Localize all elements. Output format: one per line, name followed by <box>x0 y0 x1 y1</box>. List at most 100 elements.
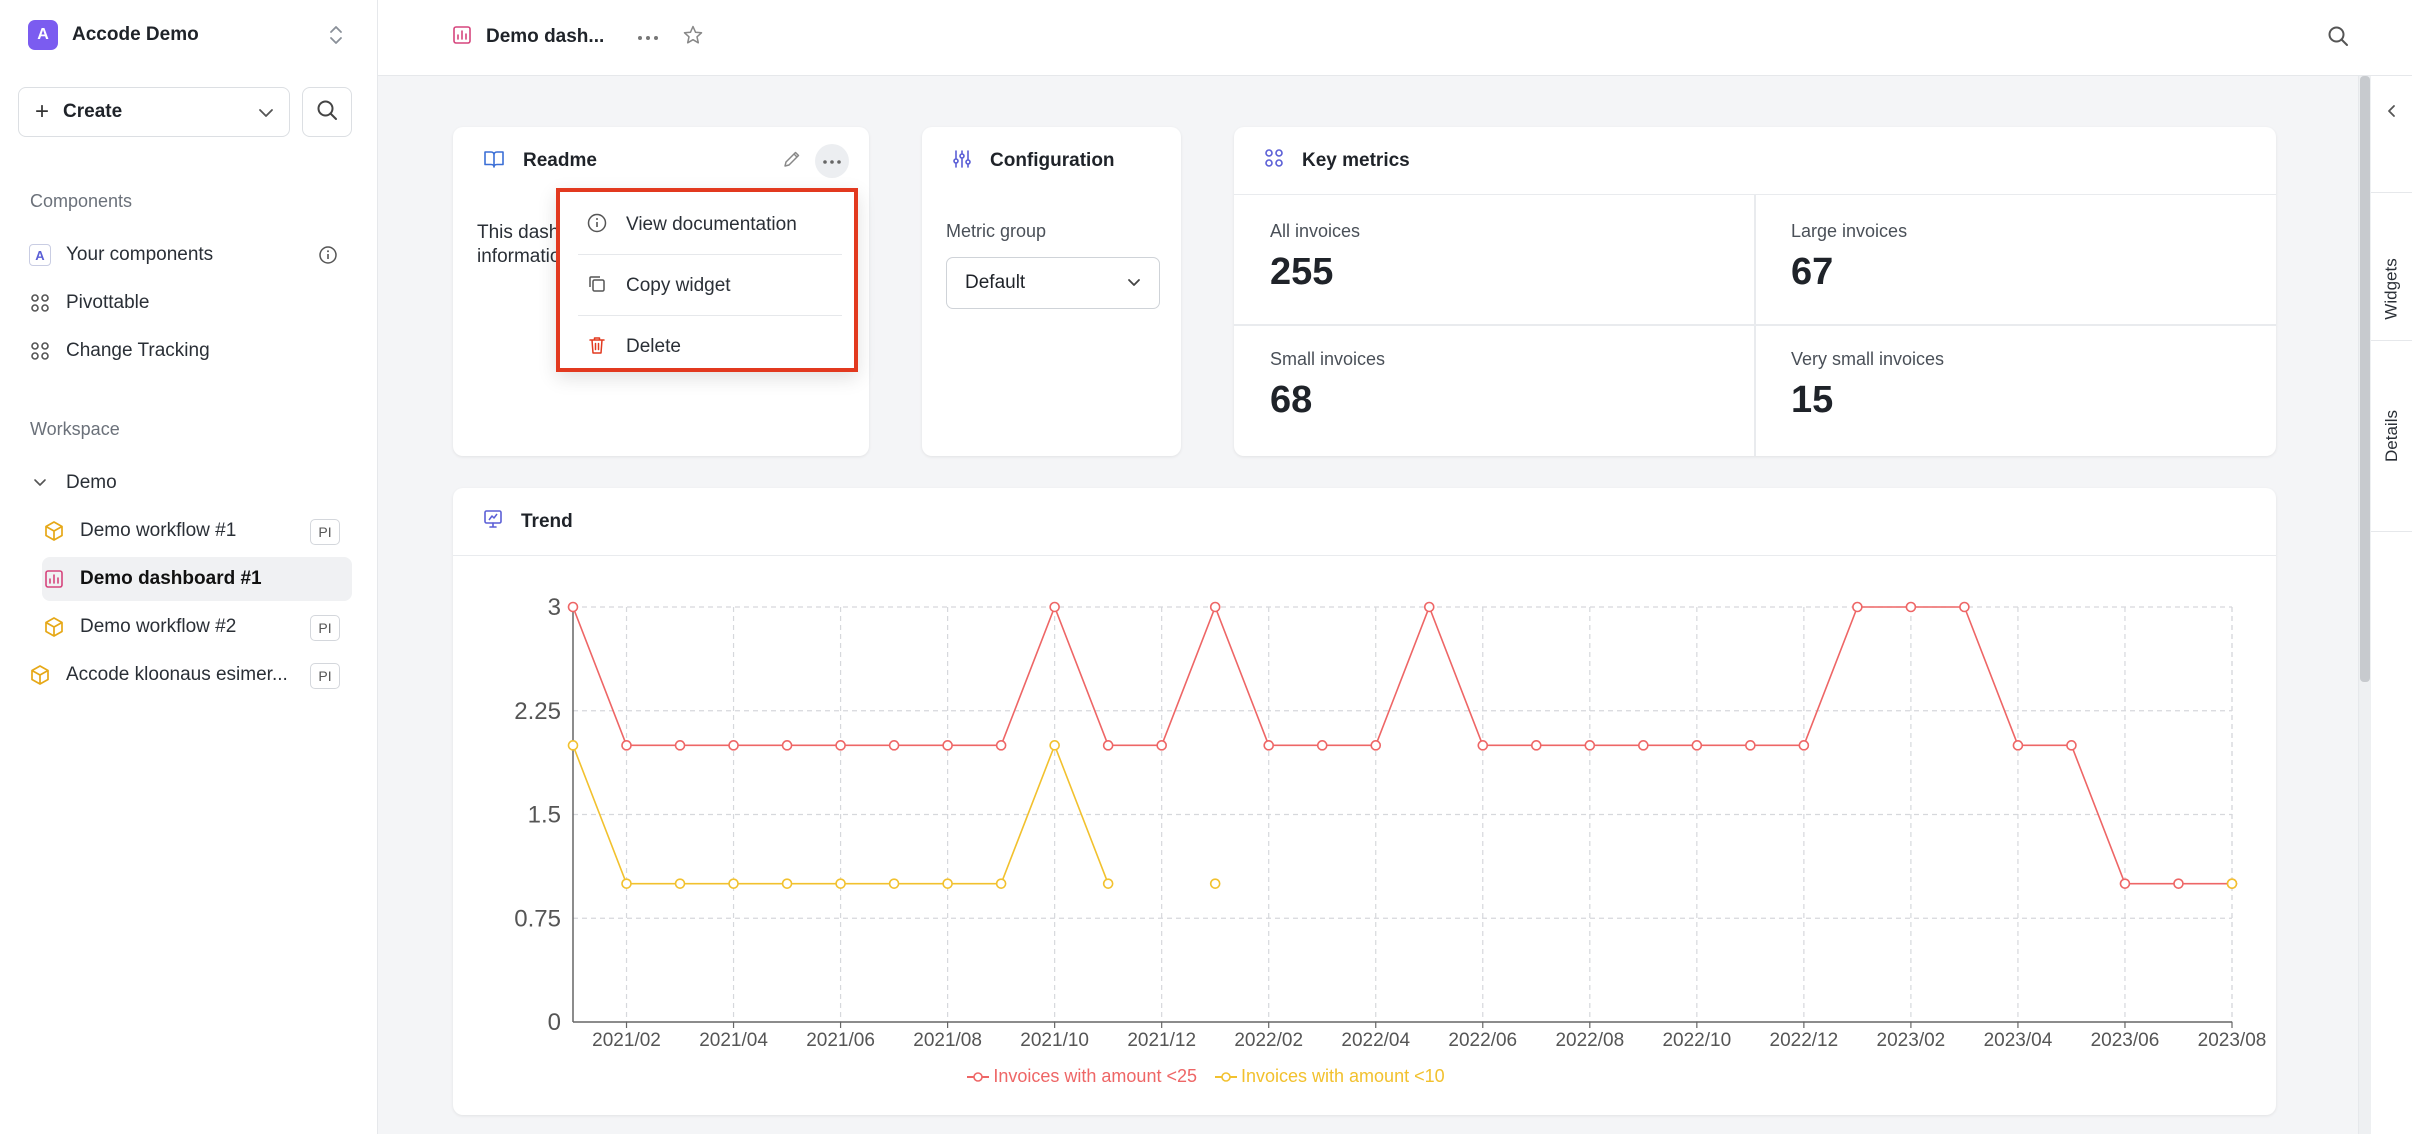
page-title[interactable]: Demo dash... <box>486 26 605 47</box>
legend-label: Invoices with amount <10 <box>1241 1066 1445 1086</box>
info-icon[interactable] <box>318 245 338 270</box>
sidebar-item-demo-dashboard-1[interactable]: Demo dashboard #1 <box>42 557 352 601</box>
more-horizontal-icon <box>822 152 842 170</box>
cube-icon <box>28 663 52 687</box>
dashboard-icon <box>452 25 472 50</box>
menu-item-delete[interactable]: Delete <box>570 318 844 376</box>
plus-icon: + <box>35 98 50 125</box>
trash-icon <box>586 334 608 361</box>
chevron-left-icon <box>2383 102 2401 125</box>
metric-group-label: Metric group <box>946 221 1047 241</box>
create-label: Create <box>63 101 123 122</box>
legend-item-series-1[interactable]: Invoices with amount <25 <box>967 1066 1197 1087</box>
tab-label: Details <box>2382 410 2401 462</box>
org-switcher[interactable]: A Accode Demo <box>28 18 348 52</box>
legend-marker-icon <box>967 1071 990 1082</box>
chevron-up-down-icon <box>324 22 348 48</box>
grid-icon <box>28 291 52 315</box>
tab-details[interactable]: Details <box>2371 340 2412 532</box>
sidebar-folder-demo[interactable]: Demo <box>28 461 352 505</box>
metric-value: 68 <box>1270 379 1313 421</box>
sidebar-item-label: Your components <box>66 244 214 265</box>
sliders-icon <box>952 149 972 174</box>
legend-item-series-2[interactable]: Invoices with amount <10 <box>1215 1066 1445 1087</box>
pi-badge: PI <box>310 519 340 545</box>
chart-legend: Invoices with amount <25 Invoices with a… <box>0 1066 2412 1087</box>
global-search-button[interactable] <box>2318 18 2358 58</box>
sidebar-item-your-components[interactable]: A Your components <box>28 233 352 277</box>
top-bar: Demo dash... <box>378 0 2412 76</box>
collapse-panel-button[interactable] <box>2377 98 2407 128</box>
cube-icon <box>42 519 66 543</box>
dashboard-icon <box>42 567 66 591</box>
chevron-down-icon <box>255 102 277 129</box>
search-icon <box>2326 24 2350 53</box>
readme-header: Readme <box>453 127 869 195</box>
copy-icon <box>586 273 608 300</box>
sidebar-item-change-tracking[interactable]: Change Tracking <box>28 329 352 373</box>
menu-divider <box>578 315 842 316</box>
configuration-title: Configuration <box>990 150 1115 171</box>
sidebar-item-demo-workflow-1[interactable]: Demo workflow #1 PI <box>42 509 352 553</box>
sidebar-item-pivottable[interactable]: Pivottable <box>28 281 352 325</box>
metric-label: Very small invoices <box>1791 349 1945 369</box>
components-section-title: Components <box>30 191 133 211</box>
create-button[interactable]: + Create <box>18 87 290 137</box>
grid-icon <box>28 339 52 363</box>
search-icon <box>315 98 339 127</box>
pencil-icon <box>782 149 802 174</box>
menu-item-label: View documentation <box>626 214 797 235</box>
key-metrics-widget: Key metrics All invoices 255 Large invoi… <box>1234 127 2276 456</box>
presentation-chart-icon <box>483 509 503 534</box>
grid-icon <box>1264 148 1284 173</box>
key-metrics-title: Key metrics <box>1302 149 1410 171</box>
menu-item-view-documentation[interactable]: View documentation <box>570 196 844 254</box>
sidebar-item-label: Demo dashboard #1 <box>80 568 262 589</box>
metric-value: 15 <box>1791 379 1834 421</box>
configuration-widget: Configuration Metric group Default <box>922 127 1181 456</box>
sidebar-item-demo-workflow-2[interactable]: Demo workflow #2 PI <box>42 605 352 649</box>
sidebar-item-label: Demo workflow #2 <box>80 616 237 637</box>
scrollbar-thumb[interactable] <box>2360 76 2370 682</box>
pi-badge: PI <box>310 663 340 689</box>
org-name: Accode Demo <box>72 24 199 45</box>
legend-marker-icon <box>1215 1071 1237 1082</box>
sidebar: A Accode Demo + Create Components A Your… <box>0 0 378 1134</box>
more-horizontal-icon <box>637 28 659 46</box>
trend-widget: Trend <box>453 488 2276 1115</box>
pi-badge: PI <box>310 615 340 641</box>
metric-label: All invoices <box>1270 221 1361 241</box>
configuration-header: Configuration <box>922 127 1181 195</box>
workspace-section-title: Workspace <box>30 419 120 439</box>
trend-header: Trend <box>453 488 2276 556</box>
favorite-button[interactable] <box>678 20 708 54</box>
metric-value: 67 <box>1791 251 1834 293</box>
chevron-down-icon <box>28 471 52 495</box>
tab-label: Widgets <box>2382 257 2402 320</box>
key-metrics-header: Key metrics <box>1234 127 2276 195</box>
readme-text-line: This dash <box>477 222 560 243</box>
a-box-icon: A <box>28 243 52 267</box>
sidebar-item-label: Pivottable <box>66 292 150 313</box>
trend-title: Trend <box>521 510 573 532</box>
metric-large-invoices: Large invoices 67 <box>1755 195 2275 322</box>
metric-label: Large invoices <box>1791 221 1908 241</box>
widget-menu-button[interactable] <box>815 144 849 178</box>
more-options-button[interactable] <box>630 22 666 52</box>
sidebar-folder-label: Demo <box>66 472 117 493</box>
sidebar-item-accode-kloonaus[interactable]: Accode kloonaus esimer... PI <box>28 653 352 697</box>
tab-widgets[interactable]: Widgets <box>2371 192 2412 384</box>
scrollbar[interactable] <box>2359 76 2371 1134</box>
metric-very-small-invoices: Very small invoices 15 <box>1755 323 2275 450</box>
breadcrumb: Demo dash... <box>452 20 604 54</box>
metric-small-invoices: Small invoices 68 <box>1234 323 1754 450</box>
sidebar-item-label: Accode kloonaus esimer... <box>66 664 288 685</box>
cube-icon <box>42 615 66 639</box>
metric-group-select[interactable]: Default <box>946 257 1160 309</box>
chevron-down-icon <box>1123 272 1145 300</box>
metric-label: Small invoices <box>1270 349 1386 369</box>
metric-value: 255 <box>1270 251 1334 293</box>
edit-button[interactable] <box>775 144 809 178</box>
sidebar-search-button[interactable] <box>302 87 352 137</box>
menu-item-copy-widget[interactable]: Copy widget <box>570 257 844 315</box>
